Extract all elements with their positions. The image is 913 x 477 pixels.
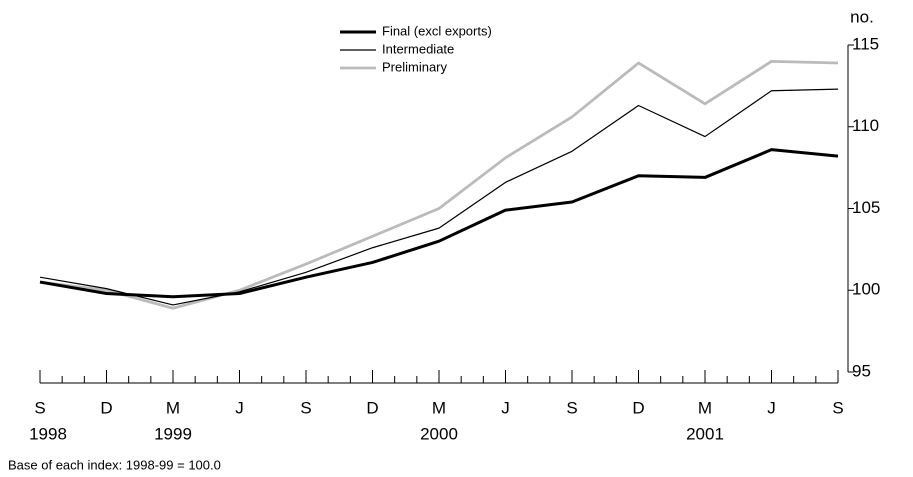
- y-tick-label: 105: [852, 198, 880, 217]
- x-tick-label: M: [166, 398, 180, 417]
- x-tick-label: J: [235, 398, 244, 417]
- x-year-label: 2001: [686, 424, 724, 443]
- y-axis-label: no.: [850, 7, 874, 26]
- legend-label: Intermediate: [382, 41, 454, 56]
- legend-label: Preliminary: [382, 59, 448, 74]
- series-line: [39, 59, 839, 310]
- series-line: [39, 88, 839, 306]
- x-year-label: 1998: [29, 424, 67, 443]
- x-tick-label: D: [100, 398, 112, 417]
- legend-label: Final (excl exports): [382, 23, 492, 38]
- x-tick-label: J: [767, 398, 776, 417]
- y-tick-label: 115: [852, 34, 879, 53]
- x-tick-label: D: [632, 398, 644, 417]
- x-tick-label: S: [300, 398, 311, 417]
- series-line: [39, 148, 839, 299]
- y-tick-label: 100: [852, 280, 880, 299]
- y-tick-label: 110: [852, 116, 879, 135]
- x-tick-label: S: [566, 398, 577, 417]
- x-tick-label: S: [34, 398, 45, 417]
- x-year-label: 1999: [154, 424, 192, 443]
- x-tick-label: S: [832, 398, 843, 417]
- x-tick-label: J: [501, 398, 510, 417]
- footnote: Base of each index: 1998-99 = 100.0: [8, 457, 221, 472]
- x-year-label: 2000: [420, 424, 458, 443]
- x-tick-label: M: [698, 398, 712, 417]
- y-tick-label: 95: [852, 361, 871, 380]
- x-tick-label: M: [432, 398, 446, 417]
- x-tick-label: D: [366, 398, 378, 417]
